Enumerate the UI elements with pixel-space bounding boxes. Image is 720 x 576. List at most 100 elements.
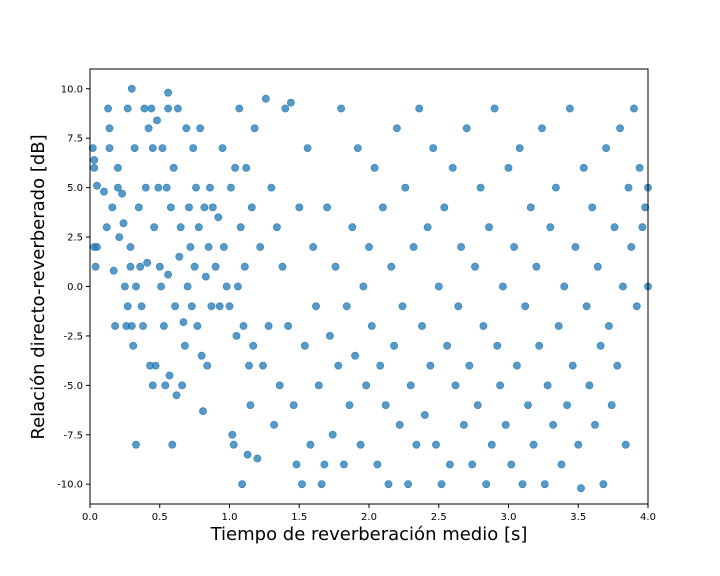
scatter-point bbox=[579, 163, 588, 172]
scatter-point bbox=[641, 203, 650, 212]
scatter-point bbox=[616, 124, 624, 133]
y-tick-label: 10.0 bbox=[61, 84, 83, 95]
scatter-point bbox=[147, 104, 156, 113]
scatter-point bbox=[162, 183, 171, 192]
scatter-point bbox=[331, 262, 340, 271]
scatter-point bbox=[490, 104, 499, 113]
scatter-point bbox=[91, 262, 100, 271]
scatter-point bbox=[130, 144, 139, 152]
scatter-point bbox=[168, 440, 177, 449]
scatter-point bbox=[270, 420, 278, 429]
scatter-point bbox=[159, 322, 168, 330]
y-tick-label: -5.0 bbox=[63, 381, 83, 392]
scatter-point bbox=[148, 144, 157, 152]
scatter-point bbox=[171, 302, 179, 311]
scatter-point bbox=[187, 302, 196, 311]
scatter-point bbox=[498, 282, 507, 291]
scatter-point bbox=[203, 361, 212, 370]
scatter-point bbox=[90, 163, 99, 172]
scatter-point bbox=[507, 460, 516, 469]
scatter-point bbox=[348, 223, 357, 232]
scatter-point bbox=[114, 163, 122, 172]
scatter-point bbox=[105, 144, 114, 152]
scatter-point bbox=[134, 203, 143, 212]
scatter-point bbox=[164, 270, 172, 279]
scatter-point bbox=[235, 104, 244, 113]
scatter-point bbox=[376, 361, 385, 370]
scatter-point bbox=[246, 401, 255, 409]
scatter-point bbox=[175, 252, 184, 261]
x-tick-label: 0.5 bbox=[152, 512, 168, 523]
y-axis-ticks: -10.0 -7.5 -5.0 -2.5 0.0 2.5 5.0 7.5 10.0 bbox=[57, 84, 90, 491]
scatter-point bbox=[141, 183, 150, 192]
x-tick-label: 4.0 bbox=[640, 512, 656, 523]
scatter-point bbox=[286, 98, 295, 107]
scatter-point bbox=[281, 104, 290, 113]
scatter-point bbox=[245, 361, 253, 370]
scatter-point bbox=[582, 302, 591, 311]
x-tick-label: 1.0 bbox=[222, 512, 238, 523]
scatter-point bbox=[557, 460, 566, 469]
scatter-point bbox=[123, 302, 132, 311]
scatter-point bbox=[259, 361, 267, 370]
scatter-point bbox=[243, 450, 252, 459]
scatter-point bbox=[426, 361, 435, 370]
scatter-point bbox=[524, 401, 532, 409]
scatter-point bbox=[574, 440, 583, 449]
scatter-point bbox=[232, 331, 241, 340]
scatter-point bbox=[619, 282, 627, 291]
scatter-point bbox=[605, 322, 613, 330]
scatter-point bbox=[166, 203, 175, 212]
scatter-point bbox=[121, 282, 129, 291]
scatter-point bbox=[240, 262, 249, 271]
scatter-point bbox=[93, 181, 101, 190]
scatter-point bbox=[546, 223, 555, 232]
scatter-point bbox=[493, 341, 502, 350]
scatter-point bbox=[298, 480, 306, 489]
scatter-point bbox=[632, 302, 641, 311]
scatter-point bbox=[267, 183, 276, 192]
scatter-point bbox=[568, 361, 577, 370]
scatter-point bbox=[218, 144, 227, 152]
x-axis-label: Tiempo de reverberación medio [s] bbox=[210, 524, 528, 545]
scatter-point bbox=[554, 322, 563, 330]
scatter-point bbox=[233, 282, 242, 291]
x-axis-ticks: 0.0 0.5 1.0 1.5 2.0 2.5 3.0 3.5 4.0 bbox=[82, 504, 656, 523]
scatter-point bbox=[236, 223, 245, 232]
scatter-point bbox=[172, 391, 181, 400]
scatter-point bbox=[406, 381, 415, 390]
scatter-point bbox=[607, 401, 616, 409]
scatter-point bbox=[585, 381, 594, 390]
scatter-point bbox=[126, 262, 135, 271]
scatter-point bbox=[328, 430, 337, 439]
scatter-point bbox=[630, 104, 638, 113]
scatter-point bbox=[139, 322, 147, 330]
scatter-point bbox=[123, 104, 132, 113]
scatter-point bbox=[398, 302, 407, 311]
scatter-point bbox=[183, 282, 192, 291]
scatter-point bbox=[193, 322, 202, 330]
scatter-point bbox=[309, 243, 318, 251]
scatter-point bbox=[412, 440, 421, 449]
scatter-point bbox=[473, 401, 482, 409]
y-tick-label: 0.0 bbox=[67, 282, 83, 293]
x-tick-label: 3.0 bbox=[501, 512, 517, 523]
scatter-point bbox=[351, 351, 359, 360]
scatter-point bbox=[185, 203, 193, 212]
scatter-point bbox=[164, 88, 172, 97]
scatter-point bbox=[627, 243, 636, 251]
scatter-point bbox=[249, 341, 258, 350]
scatter-point bbox=[256, 243, 265, 251]
scatter-point bbox=[457, 243, 465, 251]
scatter-point bbox=[459, 420, 468, 429]
scatter-point bbox=[445, 460, 454, 469]
scatter-point bbox=[390, 341, 398, 350]
scatter-point bbox=[529, 440, 538, 449]
scatter-point bbox=[109, 266, 118, 275]
scatter-point bbox=[132, 440, 140, 449]
scatter-point bbox=[197, 351, 206, 360]
scatter-point bbox=[440, 203, 449, 212]
scatter-point bbox=[325, 331, 334, 340]
scatter-point bbox=[420, 411, 429, 419]
